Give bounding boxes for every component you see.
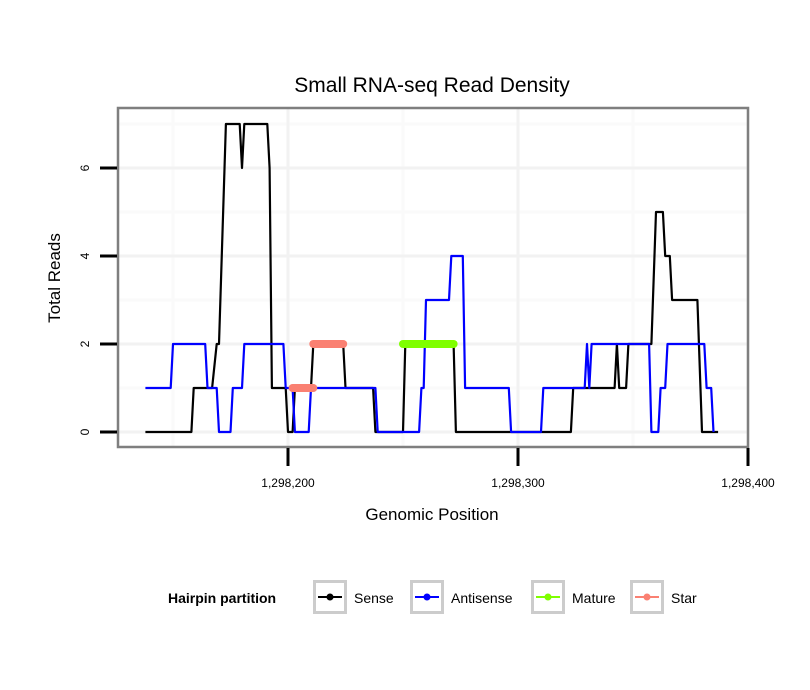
x-tick-label: 1,298,200 [261,476,315,490]
legend-item-mature: Mature [531,580,616,614]
legend-label: Sense [354,590,394,606]
x-tick-label: 1,298,400 [721,476,775,490]
legend-title: Hairpin partition [168,590,276,606]
legend-label: Star [671,590,697,606]
x-axis-title: Genomic Position [365,505,498,524]
series-line-antisense [145,254,715,434]
legend-key-point [423,593,431,601]
series-layer [145,122,719,434]
legend-label: Antisense [451,590,513,606]
x-axis: 1,298,200 1,298,300 1,298,400 [261,448,775,490]
legend-label: Mature [572,590,616,606]
legend-key-point [326,593,334,601]
legend-item-star: Star [630,580,697,614]
legend: Hairpin partition Sense Antisense Mature St… [168,580,697,614]
plot-panel-border [116,106,750,449]
y-tick-label: 6 [78,164,92,171]
legend-key-point [643,593,651,601]
x-tick-label: 1,298,300 [491,476,545,490]
y-tick-label: 2 [78,340,92,347]
y-axis: 0 2 4 6 [78,164,117,435]
plot-background [118,108,748,447]
legend-item-sense: Sense [313,580,394,614]
chart-title: Small RNA-seq Read Density [294,74,570,97]
legend-key-point [544,593,552,601]
y-axis-title: Total Reads [45,233,64,323]
legend-item-antisense: Antisense [410,580,513,614]
y-tick-label: 0 [78,428,92,435]
y-tick-label: 4 [78,252,92,259]
